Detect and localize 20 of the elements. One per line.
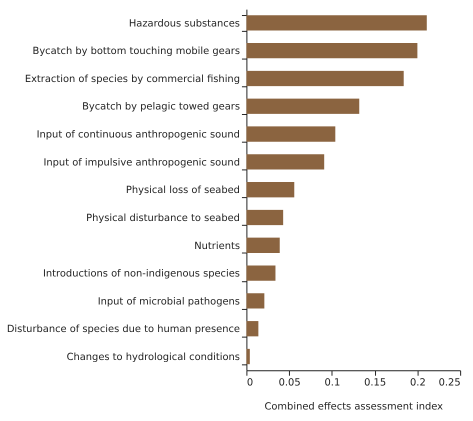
y-tick-label: Nutrients [194,240,240,252]
y-tick-label: Disturbance of species due to human presence [6,324,240,336]
x-tick-label: 0 [246,378,254,389]
x-axis-title: Combined effects assessment index [264,401,444,412]
y-tick-label: Bycatch by pelagic towed gears [82,102,240,113]
y-tick-label: Hazardous substances [128,18,240,30]
y-tick-label: Physical loss of seabed [126,185,240,196]
x-tick-label: 0.15 [364,378,386,389]
x-tick-label: 0.05 [278,378,301,389]
y-tick-label: Extraction of species by commercial fishing [24,74,240,85]
y-tick-label: Introductions of non-indigenous species [43,268,240,280]
y-tick-label: Bycatch by bottom touching mobile gears [32,46,240,58]
y-tick-label: Physical disturbance to seabed [86,212,240,224]
x-tick-label: 0.1 [324,378,340,389]
y-tick-label: Changes to hydrological conditions [66,352,240,363]
x-tick-label: 0.25 [438,378,461,389]
x-tick-label: 0.2 [410,378,426,389]
y-tick-label: Input of continuous anthropogenic sound [36,130,240,141]
y-tick-label: Input of microbial pathogens [98,296,240,308]
y-tick-label: Input of impulsive anthropogenic sound [43,157,240,168]
